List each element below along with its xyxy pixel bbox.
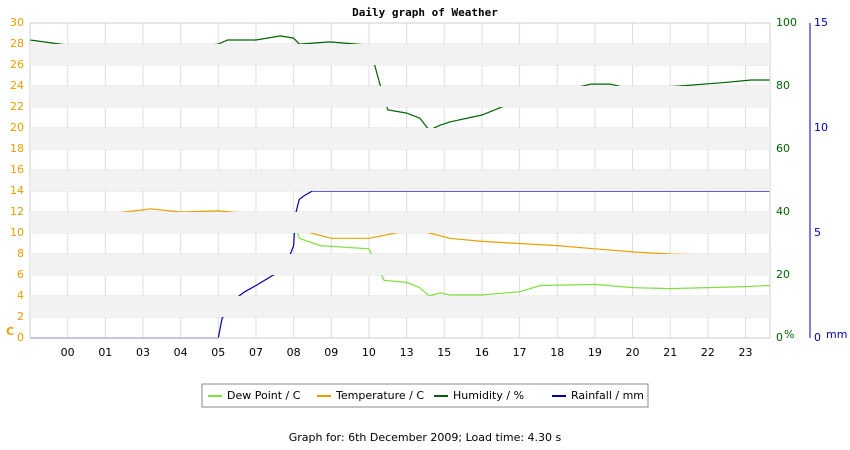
- y-tick-label: 24: [10, 79, 24, 92]
- legend-label: Rainfall / mm: [571, 389, 644, 402]
- y2-tick-label: 60: [776, 142, 790, 155]
- y-tick-label: 18: [10, 142, 24, 155]
- x-tick-label: 13: [400, 346, 414, 359]
- legend-label: Humidity / %: [453, 389, 524, 402]
- grid-band: [30, 170, 770, 191]
- y-tick-label: 16: [10, 163, 24, 176]
- x-tick-label: 07: [249, 346, 263, 359]
- y-tick-label: 0: [17, 331, 24, 344]
- y2-tick-label: 80: [776, 79, 790, 92]
- y3-tick-label: 10: [814, 121, 828, 134]
- y2-axis-label: %: [784, 328, 794, 341]
- y-tick-label: 2: [17, 310, 24, 323]
- x-tick-label: 23: [739, 346, 753, 359]
- y3-tick-label: 5: [814, 226, 821, 239]
- legend-label: Temperature / C: [335, 389, 424, 402]
- x-tick-label: 15: [437, 346, 451, 359]
- x-tick-label: 03: [136, 346, 150, 359]
- x-tick-label: 20: [626, 346, 640, 359]
- y2-tick-label: 0: [776, 331, 783, 344]
- y-axis-label: C: [6, 325, 14, 338]
- y-tick-label: 4: [17, 289, 24, 302]
- y3-tick-label: 0: [814, 331, 821, 344]
- y2-tick-label: 20: [776, 268, 790, 281]
- x-tick-label: 00: [61, 346, 75, 359]
- y-tick-label: 28: [10, 37, 24, 50]
- y-tick-label: 12: [10, 205, 24, 218]
- x-tick-label: 22: [701, 346, 715, 359]
- y-tick-label: 20: [10, 121, 24, 134]
- grid-band: [30, 296, 770, 317]
- grid-band: [30, 254, 770, 275]
- grid-band: [30, 44, 770, 65]
- x-tick-label: 18: [550, 346, 564, 359]
- x-tick-label: 17: [513, 346, 527, 359]
- chart-title: Daily graph of Weather: [352, 6, 498, 19]
- grid-band: [30, 212, 770, 233]
- y-tick-label: 26: [10, 58, 24, 71]
- x-tick-label: 16: [475, 346, 489, 359]
- x-tick-label: 05: [211, 346, 225, 359]
- y-tick-label: 8: [17, 247, 24, 260]
- x-tick-label: 01: [98, 346, 112, 359]
- x-tick-label: 08: [287, 346, 301, 359]
- x-tick-label: 09: [324, 346, 338, 359]
- grid-band: [30, 86, 770, 107]
- x-tick-label: 19: [588, 346, 602, 359]
- y-tick-label: 30: [10, 16, 24, 29]
- y2-tick-label: 40: [776, 205, 790, 218]
- legend-box: [201, 383, 649, 408]
- y-tick-label: 6: [17, 268, 24, 281]
- x-tick-label: 10: [362, 346, 376, 359]
- y3-axis-label: mm: [826, 328, 847, 341]
- y2-tick-label: 100: [776, 16, 797, 29]
- legend-label: Dew Point / C: [227, 389, 301, 402]
- y-tick-label: 10: [10, 226, 24, 239]
- x-tick-label: 21: [663, 346, 677, 359]
- footer: Graph for: 6th December 2009; Load time:…: [289, 431, 562, 444]
- y-tick-label: 14: [10, 184, 24, 197]
- grid-band: [30, 128, 770, 149]
- x-tick-label: 04: [174, 346, 188, 359]
- y3-tick-label: 15: [814, 16, 828, 29]
- y-tick-label: 22: [10, 100, 24, 113]
